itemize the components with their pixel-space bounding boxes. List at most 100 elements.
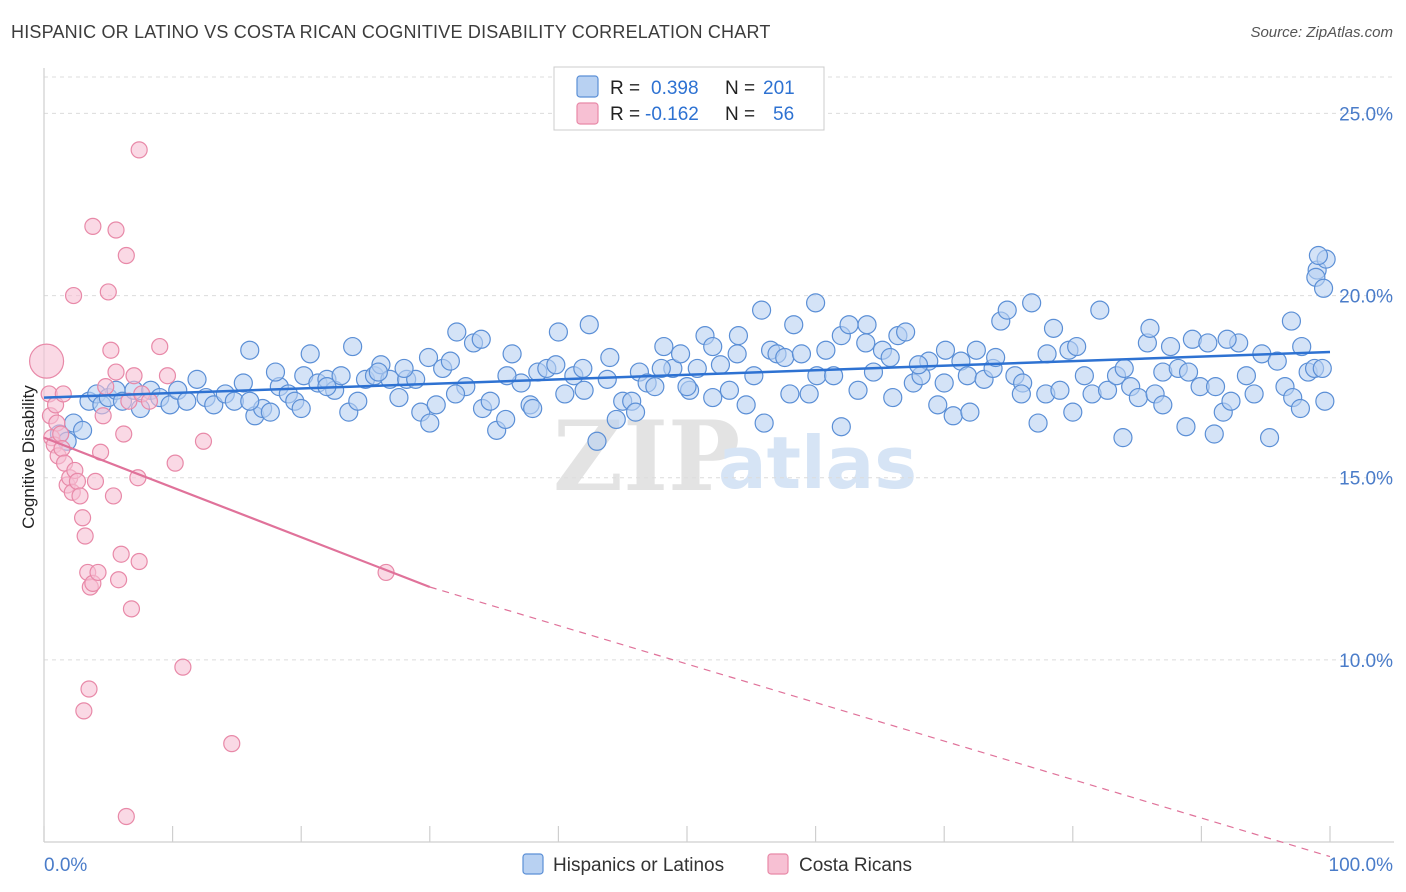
hispanics-point-139 [1160, 336, 1181, 357]
hispanics-point-90 [775, 347, 795, 368]
y-axis-label: Cognitive Disability [19, 385, 38, 529]
hispanics-point-168 [1037, 344, 1057, 364]
hispanics-point-68 [597, 369, 617, 389]
hispanics-point-84 [727, 344, 747, 364]
hispanics-point-99 [848, 380, 868, 400]
hispanics-point-181 [703, 387, 723, 408]
costa-ricans-point-32 [109, 571, 128, 589]
costa-ricans-point-39 [130, 552, 148, 571]
hispanics-point-91 [784, 315, 804, 335]
hispanics-point-186 [574, 380, 594, 400]
hispanics-point-198 [265, 362, 286, 382]
costa-ricans-point-26 [94, 407, 112, 425]
costa-ricans-point-46 [174, 658, 192, 676]
hispanics-point-35 [331, 366, 351, 386]
series-legend-label-costa-ricans: Costa Ricans [799, 855, 912, 876]
hispanics-point-135 [1128, 387, 1148, 408]
hispanics-point-124 [1043, 318, 1064, 338]
hispanics-point-195 [343, 336, 363, 357]
legend-n-value-1: 201 [763, 78, 795, 99]
hispanics-point-204 [1313, 278, 1334, 298]
hispanics-point-180 [728, 326, 749, 346]
hispanics-point-172 [934, 373, 954, 393]
legend-r-value-2: -0.162 [645, 104, 699, 125]
hispanics-point-174 [883, 387, 903, 408]
costa-ricans-point-19 [76, 527, 94, 545]
hispanics-point-16 [177, 391, 197, 411]
series-legend-swatch-hispanics [522, 853, 544, 875]
series-legend: Hispanics or Latinos Costa Ricans [522, 853, 912, 876]
costa-ricans-point-52 [64, 286, 83, 305]
hispanics-point-82 [710, 355, 731, 375]
hispanics-point-37 [348, 391, 368, 411]
hispanics-point-160 [1315, 391, 1335, 411]
hispanics-point-56 [496, 409, 516, 430]
hispanics-point-69 [606, 409, 626, 430]
hispanics-point-92 [791, 344, 812, 364]
hispanics-point-177 [805, 293, 826, 313]
hispanics-point-17 [187, 369, 207, 389]
costa-ricans-point-30 [104, 487, 123, 505]
hispanics-point-81 [703, 336, 723, 357]
y-tick-labels: 10.0% 15.0% 20.0% 25.0% [1339, 104, 1393, 671]
legend-r-label-2: R = [610, 104, 640, 125]
legend-n-label-2: N = [725, 104, 755, 125]
costa-ricans-point-42 [140, 392, 159, 410]
hispanics-point-153 [1267, 351, 1287, 371]
series-hispanics-points [49, 245, 1336, 451]
axes [43, 68, 1394, 843]
costa-ricans-point-16 [54, 385, 72, 403]
hispanics-trend-line [43, 350, 1331, 399]
hispanics-point-145 [1205, 377, 1226, 397]
hispanics-point-121 [1022, 293, 1042, 313]
hispanics-point-147 [1221, 391, 1241, 411]
stats-legend-frame [553, 66, 825, 131]
hispanics-point-182 [677, 377, 697, 397]
hispanics-point-206 [1281, 311, 1302, 331]
costa-ricans-point-0 [28, 343, 65, 379]
hispanics-point-100 [856, 333, 876, 353]
stats-legend: R = 0.398 N = 201 R = -0.162 N = 56 [553, 66, 825, 131]
y-tick-label-3: 25.0% [1339, 104, 1393, 125]
hispanics-point-199 [240, 391, 260, 411]
costa-ricans-point-18 [73, 509, 92, 527]
hispanics-point-96 [824, 366, 844, 386]
costa-ricans-point-37 [122, 600, 141, 618]
hispanics-point-161 [1217, 329, 1237, 349]
hispanics-point-110 [935, 340, 956, 360]
hispanics-point-187 [548, 322, 569, 342]
costa-ricans-point-7 [52, 425, 70, 443]
hispanics-point-86 [744, 366, 764, 386]
hispanics-point-67 [587, 431, 607, 451]
costa-ricans-point-55 [130, 141, 148, 159]
hispanics-point-128 [1074, 366, 1094, 386]
hispanics-point-54 [480, 391, 500, 411]
hispanics-point-42 [389, 387, 409, 408]
hispanics-point-57 [502, 344, 522, 364]
legend-n-label-1: N = [725, 78, 755, 99]
hispanics-point-144 [1198, 333, 1218, 353]
hispanics-point-103 [880, 347, 900, 368]
hispanics-point-122 [1028, 413, 1048, 433]
hispanics-point-93 [799, 384, 819, 404]
hispanics-point-185 [600, 347, 620, 368]
hispanics-point-63 [555, 384, 575, 404]
hispanics-point-85 [736, 395, 756, 415]
y-tick-label-2: 20.0% [1339, 287, 1393, 308]
hispanics-point-23 [240, 340, 260, 360]
hispanics-point-192 [420, 413, 440, 433]
x-tick-label-1: 100.0% [1329, 855, 1394, 876]
legend-swatch-pink [576, 102, 599, 125]
hispanics-point-49 [440, 351, 460, 371]
hispanics-point-105 [896, 322, 916, 342]
hispanics-point-83 [719, 380, 740, 400]
hispanics-point-170 [986, 347, 1006, 368]
hispanics-point-65 [573, 358, 593, 379]
costa-ricans-trend-extension [429, 586, 1331, 858]
costa-ricans-point-31 [107, 363, 125, 381]
hispanics-point-163 [1178, 362, 1199, 382]
hispanics-point-205 [1292, 336, 1312, 357]
costa-ricans-point-50 [80, 680, 98, 698]
costa-ricans-point-56 [117, 807, 135, 826]
